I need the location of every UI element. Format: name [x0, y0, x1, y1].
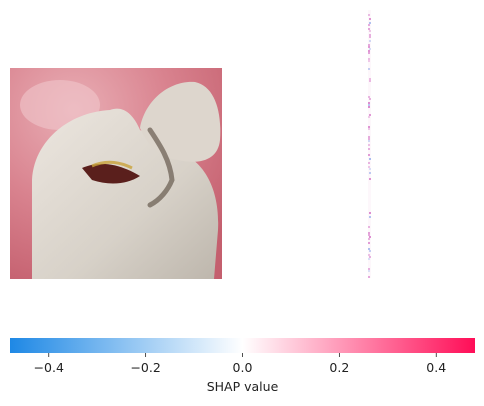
shap-pixel — [368, 154, 370, 156]
shap-pixel — [368, 126, 370, 128]
shap-pixel — [368, 254, 370, 256]
shap-pixel — [369, 80, 371, 82]
shap-pixel — [369, 114, 371, 116]
shap-pixel — [368, 144, 370, 146]
shap-pixel — [369, 98, 371, 100]
shap-pixel — [368, 136, 370, 138]
shap-pixel — [368, 270, 370, 272]
shap-pixel — [369, 178, 371, 180]
shap-pixel — [368, 138, 370, 140]
shap-pixel — [368, 68, 370, 70]
colorbar-gradient — [10, 338, 475, 353]
shap-pixel — [368, 58, 370, 60]
colorbar-tick-label: −0.4 — [34, 360, 64, 375]
shap-pixel — [369, 22, 371, 24]
shap-pixel — [368, 14, 370, 16]
shap-pixel — [369, 168, 371, 170]
shap-map-panel — [368, 10, 371, 278]
shap-pixel — [368, 258, 370, 260]
shap-pixel — [368, 268, 370, 270]
shap-pixels — [368, 14, 371, 278]
shap-pixel — [368, 148, 370, 150]
shap-pixel — [368, 166, 370, 168]
shap-pixel — [368, 52, 370, 54]
colorbar-tick-label: −0.2 — [130, 360, 160, 375]
colorbar: −0.4 −0.2 0.0 0.2 0.4 SHAP value — [10, 338, 475, 394]
fissure — [147, 127, 175, 208]
shap-pixel — [368, 24, 370, 26]
shap-pixel — [368, 96, 370, 98]
shap-pixel — [368, 276, 370, 278]
shap-column — [368, 10, 371, 278]
shap-pixel — [369, 30, 371, 32]
shap-pixel — [369, 78, 371, 80]
shap-pixel — [369, 158, 371, 160]
shap-pixel — [369, 34, 371, 36]
shap-pixel — [369, 18, 371, 20]
colorbar-tick-label: 0.4 — [426, 360, 446, 375]
shap-pixel — [368, 226, 370, 228]
shap-pixel — [368, 234, 370, 236]
shap-pixel — [369, 250, 371, 252]
shap-pixel — [368, 106, 370, 108]
shap-pixel — [368, 44, 370, 46]
shap-pixel — [368, 46, 370, 48]
colorbar-ticks: −0.4 −0.2 0.0 0.2 0.4 — [34, 353, 446, 375]
shap-pixel — [369, 216, 371, 218]
shap-pixel — [368, 104, 370, 106]
shap-pixel — [368, 248, 370, 250]
shap-pixel — [369, 236, 371, 238]
colorbar-tick-label: 0.2 — [329, 360, 349, 375]
colorbar-xlabel: SHAP value — [207, 379, 279, 394]
colorbar-tick-label: 0.0 — [233, 360, 253, 375]
shap-pixel — [368, 232, 370, 234]
shap-pixel — [368, 116, 370, 118]
shap-pixel — [369, 48, 371, 50]
shap-pixel — [369, 36, 371, 38]
lesion-rim — [91, 160, 133, 170]
shap-pixel — [368, 50, 370, 52]
shap-pixel — [368, 238, 370, 240]
shap-pixel — [368, 60, 370, 62]
shap-pixel — [369, 40, 371, 42]
shap-pixel — [368, 162, 370, 164]
caries-lesion — [82, 163, 140, 184]
shap-pixel — [368, 140, 370, 142]
shap-pixel — [368, 28, 370, 30]
shap-pixel — [369, 256, 371, 258]
input-image-panel — [10, 68, 222, 279]
shap-pixel — [368, 242, 370, 244]
shap-pixel — [369, 172, 371, 174]
shap-pixel — [369, 212, 371, 214]
shap-pixel — [368, 128, 370, 130]
shap-pixel — [368, 102, 370, 104]
